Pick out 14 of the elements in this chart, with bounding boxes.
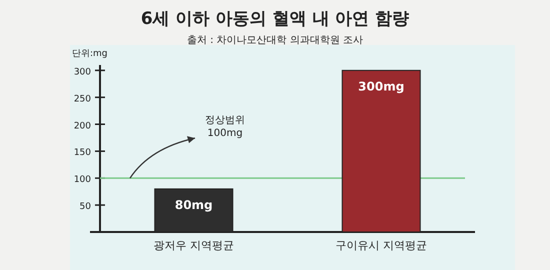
y-tick-label: 300 — [74, 67, 92, 78]
y-tick-label: 250 — [74, 94, 92, 104]
y-tick-label: 100 — [74, 175, 92, 186]
y-tick-label: 50 — [80, 202, 92, 212]
y-tick-label: 200 — [74, 121, 92, 132]
y-axis-title: 단위:mg — [72, 49, 108, 59]
chart-title: 6세 이하 아동의 혈액 내 아연 함량 — [140, 9, 410, 29]
ref-line-label: 정상범위 100mg — [205, 115, 245, 140]
x-tick-label: 광저우 지역평균 — [154, 239, 234, 252]
data-label: 80mg — [174, 198, 213, 212]
chart-subtitle: 출처 : 차이나모산대학 의과대학원 조사 — [186, 35, 364, 46]
y-tick-label: 150 — [74, 148, 92, 158]
x-tick-label: 구이유시 지역평균 — [336, 239, 427, 252]
data-label: 300mg — [358, 79, 404, 94]
